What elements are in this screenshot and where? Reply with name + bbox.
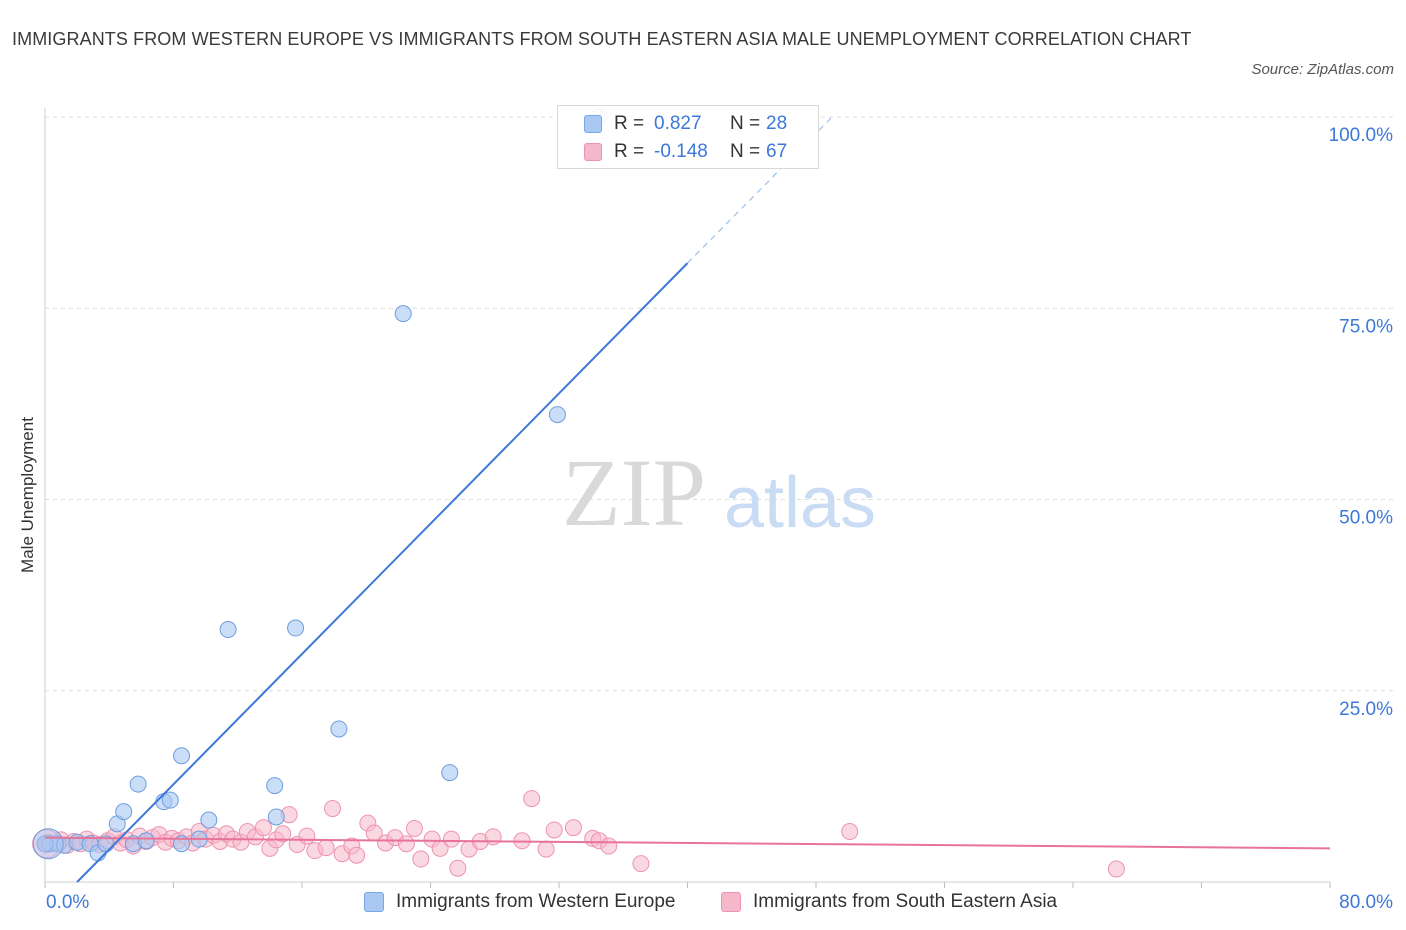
pink-point-69	[841, 823, 859, 841]
pink-trend-line	[44, 836, 1331, 850]
legend-row-pink: R = -0.148 N = 67	[584, 140, 787, 164]
pink-series-points	[32, 790, 1125, 878]
legend-r-value-blue: 0.827	[654, 113, 702, 134]
legend-n-value-pink: 67	[766, 141, 788, 162]
trend-lines	[44, 116, 1331, 883]
blue-point-18	[219, 621, 237, 639]
pink-point-60	[523, 790, 541, 808]
pink-point-50	[405, 819, 423, 837]
pink-point-49	[397, 835, 415, 853]
blue-point-20	[267, 808, 285, 826]
blue-point-23	[394, 305, 412, 323]
pink-point-51	[412, 850, 430, 868]
bottom-legend-swatch-pink	[721, 892, 741, 912]
bottom-legend-label-pink: Immigrants from South Eastern Asia	[753, 891, 1058, 912]
legend-swatch-blue	[584, 115, 602, 133]
pink-point-38	[298, 827, 316, 845]
y-tick-label-0: 100.0%	[1329, 125, 1394, 146]
tick-labels: 100.0% 75.0% 50.0% 25.0% 0.0% 80.0%	[46, 125, 1393, 913]
bottom-legend-label-blue: Immigrants from Western Europe	[396, 891, 676, 912]
legend-r-value-pink: -0.148	[654, 141, 708, 162]
blue-point-15	[173, 747, 191, 765]
pink-point-32	[254, 819, 272, 837]
legend-n-value-blue: 28	[766, 113, 788, 134]
legend-n-label: N =	[730, 113, 761, 134]
chart-title: IMMIGRANTS FROM WESTERN EUROPE VS IMMIGR…	[12, 29, 1192, 49]
watermark-zip: ZIP	[562, 439, 706, 546]
pink-point-62	[545, 821, 563, 839]
bottom-legend-item-south-eastern-asia[interactable]: Immigrants from South Eastern Asia	[721, 889, 1057, 915]
blue-point-21	[287, 619, 305, 637]
pink-point-41	[324, 800, 342, 818]
y-tick-label-3: 25.0%	[1339, 699, 1393, 720]
blue-trend-line	[76, 262, 689, 883]
pink-point-44	[348, 846, 366, 864]
blue-trend-extension	[687, 116, 833, 264]
legend-swatch-pink	[584, 143, 602, 161]
correlation-legend: R = 0.827 N = 28 R = -0.148 N = 67	[557, 105, 819, 169]
legend-r-label: R =	[614, 113, 645, 134]
pink-point-35	[274, 825, 292, 843]
pink-point-40	[317, 839, 335, 857]
blue-point-10	[129, 775, 147, 793]
legend-n-label: N =	[730, 141, 761, 162]
pink-point-65	[632, 855, 650, 873]
x-tick-label-min: 0.0%	[46, 892, 89, 913]
blue-point-24	[441, 764, 459, 782]
blue-point-27	[36, 835, 54, 853]
legend-row-blue: R = 0.827 N = 28	[584, 112, 787, 136]
watermark-atlas: atlas	[724, 463, 876, 543]
bottom-legend-swatch-blue	[364, 892, 384, 912]
pink-point-66	[1107, 860, 1125, 878]
pink-point-55	[449, 859, 467, 877]
pink-point-58	[484, 828, 502, 846]
y-tick-label-1: 75.0%	[1339, 316, 1393, 337]
blue-series-points	[32, 108, 608, 862]
blue-point-19	[266, 777, 284, 795]
blue-point-8	[115, 803, 133, 821]
y-axis-label: Male Unemployment	[18, 417, 37, 573]
pink-point-54	[442, 830, 460, 848]
blue-point-13	[161, 791, 179, 809]
y-tick-label-2: 50.0%	[1339, 508, 1393, 529]
pink-point-68	[600, 837, 618, 855]
gridlines	[45, 116, 1395, 692]
blue-point-25	[548, 406, 566, 424]
x-tick-label-max: 80.0%	[1339, 892, 1393, 913]
legend-r-label: R =	[614, 141, 645, 162]
pink-point-63	[564, 819, 582, 837]
axes	[44, 108, 1331, 888]
blue-point-22	[330, 720, 348, 738]
blue-point-17	[200, 811, 218, 829]
watermark: ZIP atlas	[562, 439, 876, 546]
source-label: Source: ZipAtlas.com	[1251, 61, 1394, 78]
blue-point-11	[137, 832, 155, 850]
blue-point-cluster	[32, 828, 64, 860]
pink-point-61	[537, 840, 555, 858]
bottom-legend-item-western-europe[interactable]: Immigrants from Western Europe	[364, 889, 675, 915]
